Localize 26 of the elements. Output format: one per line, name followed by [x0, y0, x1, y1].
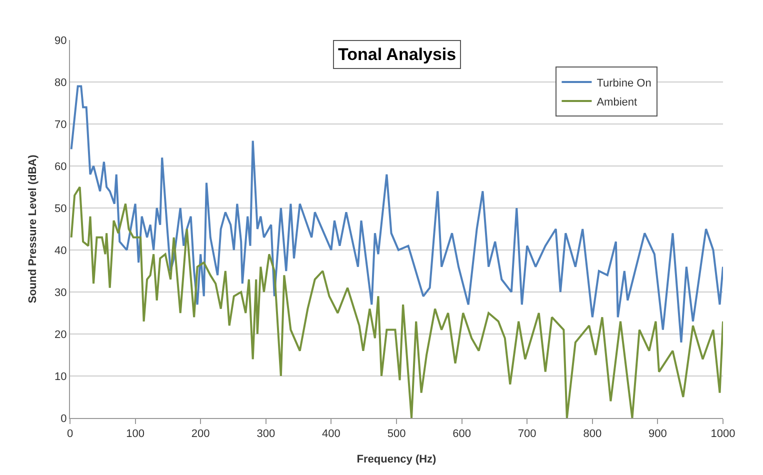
x-tick-label: 1000 — [710, 428, 736, 440]
x-tick-label: 300 — [256, 428, 276, 440]
x-tick-label: 100 — [126, 428, 144, 440]
y-tick-label: 40 — [54, 244, 67, 257]
y-tick-label: 50 — [54, 202, 67, 215]
x-tick-label: 800 — [583, 428, 602, 440]
x-tick-label: 500 — [387, 428, 406, 440]
y-tick-label: 10 — [54, 370, 67, 383]
legend-label: Ambient — [596, 96, 638, 108]
y-tick-label: 60 — [54, 160, 67, 173]
legend-label: Turbine On — [596, 77, 652, 90]
y-tick-label: 80 — [54, 76, 67, 89]
y-tick-label: 0 — [60, 412, 67, 425]
y-tick-label: 20 — [54, 328, 67, 341]
y-tick-label: 90 — [54, 34, 67, 47]
x-tick-label: 600 — [452, 428, 471, 440]
y-tick-label: 70 — [54, 118, 67, 131]
x-axis-title: Frequency (Hz) — [356, 453, 437, 466]
line-series — [70, 85, 723, 344]
x-tick-label: 400 — [322, 428, 340, 440]
y-axis-title: Sound Pressure Level (dBA) — [27, 154, 40, 304]
x-tick-label: 200 — [191, 428, 210, 440]
x-tick-label: 700 — [518, 428, 536, 440]
x-tick-label: 900 — [648, 428, 667, 440]
y-tick-label: 30 — [54, 286, 67, 299]
chart-title: Tonal Analysis — [338, 45, 456, 64]
